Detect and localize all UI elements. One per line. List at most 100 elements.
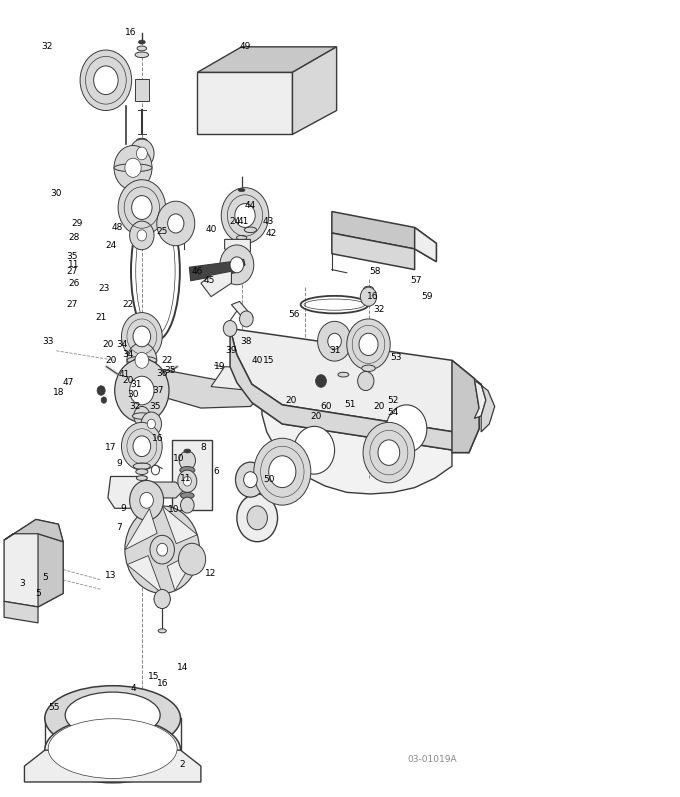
Text: 46: 46 <box>192 267 203 276</box>
Circle shape <box>316 375 326 387</box>
Ellipse shape <box>135 180 150 186</box>
Text: 47: 47 <box>63 378 74 387</box>
Polygon shape <box>201 271 231 296</box>
Text: 40: 40 <box>205 226 217 234</box>
Ellipse shape <box>121 400 163 412</box>
Circle shape <box>180 497 194 513</box>
Text: 41: 41 <box>118 370 130 379</box>
Ellipse shape <box>237 235 247 240</box>
Ellipse shape <box>127 356 157 364</box>
Text: 29: 29 <box>71 219 82 228</box>
Text: 44: 44 <box>245 202 256 210</box>
Text: 38: 38 <box>241 336 252 346</box>
Text: 53: 53 <box>390 352 401 362</box>
Text: 16: 16 <box>125 28 137 37</box>
Circle shape <box>94 66 118 95</box>
Text: 3: 3 <box>20 579 25 587</box>
Text: 30: 30 <box>127 390 139 399</box>
Polygon shape <box>332 233 415 269</box>
Circle shape <box>177 470 197 493</box>
Circle shape <box>133 436 151 457</box>
Text: 9: 9 <box>120 504 126 512</box>
Polygon shape <box>163 506 197 544</box>
Circle shape <box>137 230 147 241</box>
Polygon shape <box>127 556 163 594</box>
Circle shape <box>220 245 254 285</box>
Text: 59: 59 <box>421 292 432 301</box>
Circle shape <box>237 494 277 542</box>
Polygon shape <box>147 367 262 408</box>
Ellipse shape <box>130 496 164 505</box>
Ellipse shape <box>45 717 180 783</box>
Polygon shape <box>138 482 184 498</box>
Text: 20: 20 <box>311 411 322 421</box>
Polygon shape <box>231 301 253 320</box>
Circle shape <box>230 257 243 273</box>
Circle shape <box>133 326 151 347</box>
Circle shape <box>80 50 132 111</box>
Polygon shape <box>197 73 292 135</box>
Text: 31: 31 <box>131 379 142 389</box>
Circle shape <box>363 422 415 483</box>
Circle shape <box>223 320 237 336</box>
Circle shape <box>135 352 149 368</box>
Text: 37: 37 <box>152 386 164 395</box>
Polygon shape <box>24 750 201 782</box>
Text: 27: 27 <box>66 300 78 309</box>
Text: 51: 51 <box>345 400 356 410</box>
Text: 32: 32 <box>41 42 52 51</box>
Text: 16: 16 <box>367 292 378 301</box>
Text: 58: 58 <box>369 267 381 276</box>
Circle shape <box>239 311 253 327</box>
Circle shape <box>183 477 191 486</box>
Ellipse shape <box>238 188 245 191</box>
Text: 41: 41 <box>238 218 250 226</box>
Text: 15: 15 <box>263 355 275 365</box>
Text: 21: 21 <box>95 313 107 322</box>
Ellipse shape <box>133 413 152 419</box>
Ellipse shape <box>135 52 149 57</box>
Ellipse shape <box>65 692 160 738</box>
Text: 20: 20 <box>105 355 116 365</box>
Text: 03-01019A: 03-01019A <box>408 756 458 764</box>
Ellipse shape <box>133 463 150 469</box>
Circle shape <box>130 221 154 249</box>
Text: 43: 43 <box>263 218 275 226</box>
Circle shape <box>101 397 107 403</box>
Circle shape <box>157 201 194 245</box>
Text: 13: 13 <box>105 571 116 579</box>
Polygon shape <box>211 367 269 391</box>
Text: 35: 35 <box>165 366 176 375</box>
Circle shape <box>243 472 257 488</box>
Ellipse shape <box>133 429 152 435</box>
Circle shape <box>122 422 163 470</box>
Circle shape <box>130 356 154 385</box>
Text: 35: 35 <box>66 253 78 261</box>
Text: 7: 7 <box>116 523 122 532</box>
Text: 27: 27 <box>66 267 78 276</box>
Circle shape <box>378 440 400 465</box>
Ellipse shape <box>180 466 194 473</box>
Text: 60: 60 <box>321 402 332 411</box>
Ellipse shape <box>136 469 148 474</box>
Circle shape <box>130 139 154 168</box>
Text: 50: 50 <box>263 475 275 484</box>
Circle shape <box>359 333 378 355</box>
Circle shape <box>122 312 163 360</box>
Circle shape <box>294 426 335 474</box>
Ellipse shape <box>362 365 375 371</box>
Polygon shape <box>108 477 147 508</box>
Ellipse shape <box>114 164 152 171</box>
Circle shape <box>318 321 352 361</box>
Text: 39: 39 <box>226 346 237 355</box>
Text: 16: 16 <box>152 434 164 443</box>
Ellipse shape <box>137 187 148 192</box>
Text: 45: 45 <box>204 277 216 285</box>
Ellipse shape <box>338 372 349 377</box>
Text: 9: 9 <box>116 459 122 469</box>
Ellipse shape <box>137 139 148 143</box>
Text: 20: 20 <box>122 376 134 386</box>
Text: 6: 6 <box>214 467 220 476</box>
Polygon shape <box>230 328 479 434</box>
Circle shape <box>235 462 265 497</box>
